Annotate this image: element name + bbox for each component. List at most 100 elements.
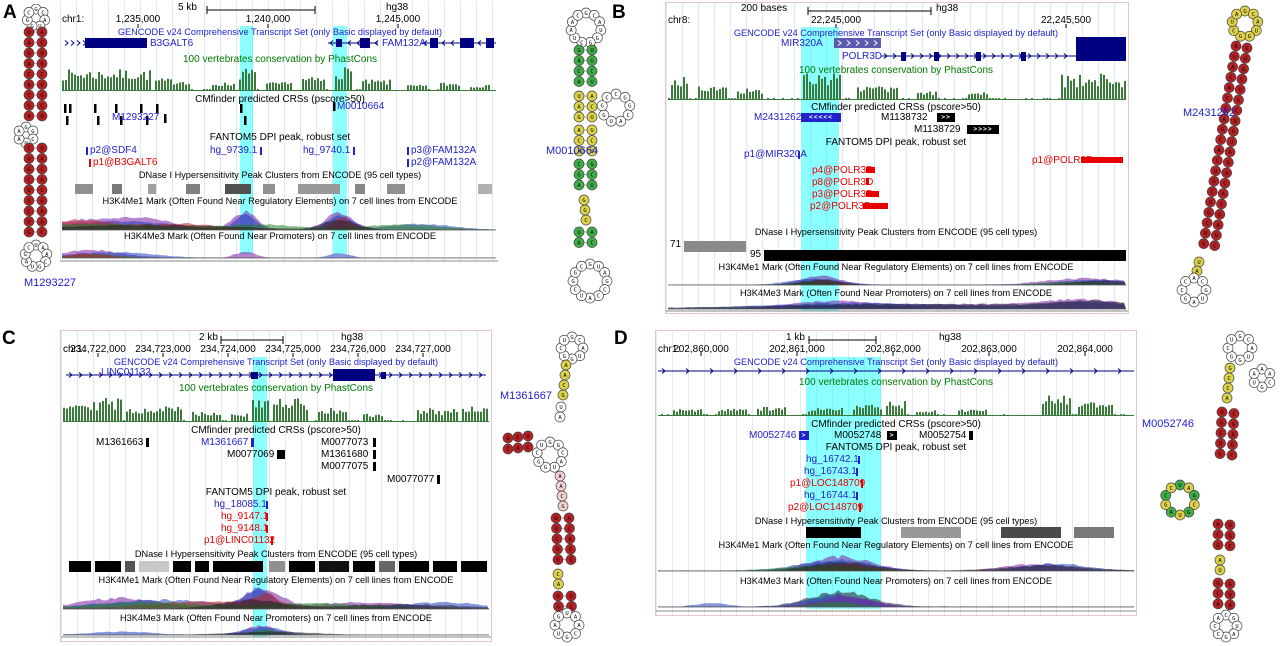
- dpi-peak-label: p1@B3GALT6: [93, 157, 158, 168]
- svg-text:C: C: [576, 13, 579, 19]
- crs-label: M0077069: [227, 449, 275, 460]
- track-title-gencode: GENCODE v24 Comprehensive Transcript Set…: [117, 27, 443, 37]
- svg-text:A: A: [590, 230, 594, 236]
- svg-text:U: U: [1218, 568, 1221, 574]
- svg-text:C: C: [1216, 158, 1219, 164]
- track-title-fantom: FANTOM5 DPI peak, robust set: [825, 137, 967, 148]
- svg-text:C: C: [1227, 376, 1230, 382]
- crs-item-box: >>>>: [967, 125, 999, 134]
- dpi-peak-label: p1@MIR320A: [744, 149, 807, 160]
- svg-text:C: C: [1220, 202, 1223, 208]
- svg-text:G: G: [1228, 366, 1231, 372]
- crs-label: M0052746: [749, 430, 797, 441]
- svg-text:C: C: [574, 631, 577, 637]
- svg-text:G: G: [583, 208, 586, 214]
- svg-text:G: G: [40, 146, 43, 152]
- svg-text:A: A: [1170, 510, 1174, 516]
- svg-text:C: C: [626, 113, 629, 119]
- genome-browser-view: 2 kb hg38 chr1: 234,722,000 234,723,000 …: [60, 330, 492, 642]
- chromosome-label: chr8:: [668, 15, 691, 26]
- svg-text:U: U: [577, 94, 580, 100]
- svg-text:G: G: [1212, 179, 1215, 185]
- svg-text:G: G: [1228, 582, 1231, 588]
- svg-text:A: A: [1228, 603, 1232, 609]
- svg-text:C: C: [1252, 12, 1255, 18]
- dpi-peak-tick: [856, 492, 858, 500]
- svg-text:G: G: [570, 335, 573, 341]
- dpi-peak-label: hg_9147.1: [221, 511, 269, 522]
- svg-text:U: U: [1247, 354, 1250, 360]
- track-title-h3k4me3: H3K4Me3 Mark (Often Found Near Promoters…: [120, 613, 432, 623]
- position-label: 202,863,000: [961, 344, 1017, 355]
- svg-text:A: A: [27, 114, 31, 120]
- svg-text:A: A: [1217, 616, 1221, 622]
- svg-text:G: G: [1221, 127, 1224, 133]
- svg-text:U: U: [557, 631, 560, 637]
- svg-text:G: G: [1237, 98, 1240, 104]
- svg-text:U: U: [590, 48, 593, 54]
- dpi-peak-tick: [266, 525, 268, 533]
- track-title-h3k4me3: H3K4Me3 Mark (Often Found Near Promoters…: [740, 576, 1052, 586]
- svg-text:G: G: [1216, 543, 1219, 549]
- svg-text:G: G: [1220, 420, 1223, 426]
- svg-text:C: C: [40, 230, 43, 236]
- svg-text:A: A: [43, 18, 47, 24]
- svg-text:C: C: [561, 451, 564, 457]
- svg-text:G: G: [557, 443, 560, 449]
- svg-text:A: A: [603, 271, 607, 277]
- dpi-peak-label: hg_16742.1: [806, 454, 859, 465]
- position-label: 202,862,000: [865, 344, 921, 355]
- svg-text:G: G: [30, 24, 33, 30]
- svg-text:A: A: [569, 28, 573, 34]
- track-title-cmfinder: CMfinder predicted CRSs (pscore>50): [811, 419, 981, 430]
- svg-text:C: C: [27, 146, 30, 152]
- svg-text:G: G: [31, 129, 34, 135]
- svg-text:A: A: [577, 241, 581, 247]
- svg-text:C: C: [1228, 544, 1231, 550]
- svg-text:U: U: [597, 264, 600, 270]
- svg-text:U: U: [590, 80, 593, 86]
- structure-label: M0052746: [1142, 418, 1194, 430]
- position-label: 234,725,000: [265, 344, 321, 355]
- svg-text:G: G: [561, 393, 564, 399]
- crs-label: M0010664: [337, 101, 385, 112]
- svg-text:U: U: [1228, 592, 1231, 598]
- svg-text:G: G: [27, 230, 30, 236]
- gene-label: FAM132A: [382, 38, 426, 49]
- svg-text:C: C: [1213, 244, 1216, 250]
- svg-text:G: G: [590, 162, 593, 168]
- crs-label: M0077077: [387, 474, 435, 485]
- svg-text:C: C: [577, 69, 580, 75]
- svg-text:A: A: [1192, 276, 1196, 282]
- svg-text:G: G: [1248, 34, 1251, 40]
- dpi-peak-label: hg_16744.1: [804, 490, 857, 501]
- gene-label: MIR320A: [781, 38, 823, 49]
- svg-text:U: U: [1178, 483, 1181, 489]
- svg-text:G: G: [577, 115, 580, 121]
- dpi-peak-box: [863, 203, 888, 209]
- svg-text:A: A: [27, 41, 31, 47]
- svg-text:C: C: [584, 218, 587, 224]
- dpi-peak-tick: [86, 147, 88, 155]
- svg-text:C: C: [40, 72, 43, 78]
- svg-text:C: C: [577, 162, 580, 168]
- dnase-cluster-box: [764, 250, 1126, 261]
- svg-text:G: G: [1243, 9, 1246, 15]
- dpi-peak-box: [866, 191, 879, 197]
- svg-text:C: C: [1164, 493, 1167, 499]
- svg-text:G: G: [34, 7, 37, 13]
- svg-text:U: U: [40, 114, 43, 120]
- track-title-conservation: 100 vertebrates conservation by PhastCon…: [799, 65, 993, 76]
- svg-text:C: C: [580, 264, 583, 270]
- crs-item-box: <<<<<: [801, 113, 841, 122]
- dpi-peak-label: p8@POLR3D: [812, 177, 874, 188]
- svg-text:C: C: [556, 572, 559, 578]
- svg-text:G: G: [590, 59, 593, 65]
- svg-text:C: C: [27, 10, 30, 16]
- svg-text:A: A: [1231, 432, 1235, 438]
- svg-text:A: A: [1225, 396, 1229, 402]
- svg-text:C: C: [40, 167, 43, 173]
- track-title-cmfinder: CMfinder predicted CRSs (pscore>50): [195, 94, 365, 105]
